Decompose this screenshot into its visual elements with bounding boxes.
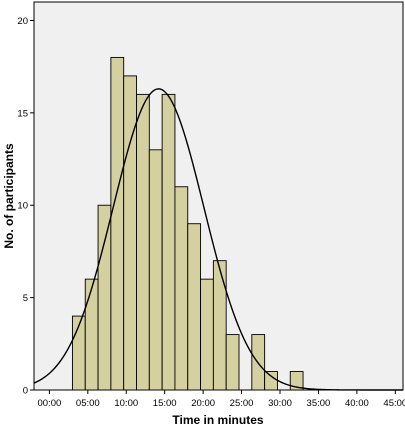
y-tick-label-4: 20 <box>17 16 28 27</box>
y-tick-label-1: 5 <box>23 293 28 304</box>
histogram-bar-4 <box>123 75 137 391</box>
x-tick-label-0: 00:00 <box>37 398 61 409</box>
x-axis-title: Time in minutes <box>172 413 263 427</box>
x-tick-label-4: 20:00 <box>191 398 215 409</box>
histogram-bar-2 <box>97 204 112 391</box>
histogram-bar-9 <box>187 223 202 391</box>
x-tick-label-7: 35:00 <box>307 398 331 409</box>
y-tick-label-3: 15 <box>17 108 28 119</box>
x-tick-label-2: 10:00 <box>114 398 138 409</box>
histogram-bar-12 <box>225 334 240 391</box>
histogram-bar-6 <box>148 149 163 391</box>
histogram-bar-8 <box>174 186 189 391</box>
histogram-bar-1 <box>84 278 99 391</box>
x-tick-label-9: 45:00 <box>383 398 405 409</box>
histogram-bars <box>71 56 304 391</box>
x-tick-label-6: 30:00 <box>268 398 292 409</box>
y-axis: 0 5 10 15 20 <box>17 16 34 397</box>
y-tick-label-0: 0 <box>23 386 28 397</box>
histogram-bar-14 <box>264 371 278 391</box>
histogram-bar-5 <box>136 93 150 391</box>
histogram-bar-7 <box>161 93 176 391</box>
x-tick-label-5: 25:00 <box>230 398 254 409</box>
normal-curve <box>33 88 403 391</box>
histogram-bar-3 <box>110 56 125 391</box>
x-tick-label-3: 15:00 <box>153 398 177 409</box>
y-tick-label-2: 10 <box>17 201 28 212</box>
y-axis-title: No. of participants <box>2 143 16 249</box>
histogram-bar-10 <box>200 278 214 391</box>
histogram-bar-11 <box>212 260 227 391</box>
x-axis: 00:00 05:00 10:00 15:00 20:00 25:00 30:00 35:00… <box>37 390 405 409</box>
x-tick-label-8: 40:00 <box>345 398 369 409</box>
x-tick-label-1: 05:00 <box>76 398 100 409</box>
histogram-bar-15 <box>289 371 304 391</box>
